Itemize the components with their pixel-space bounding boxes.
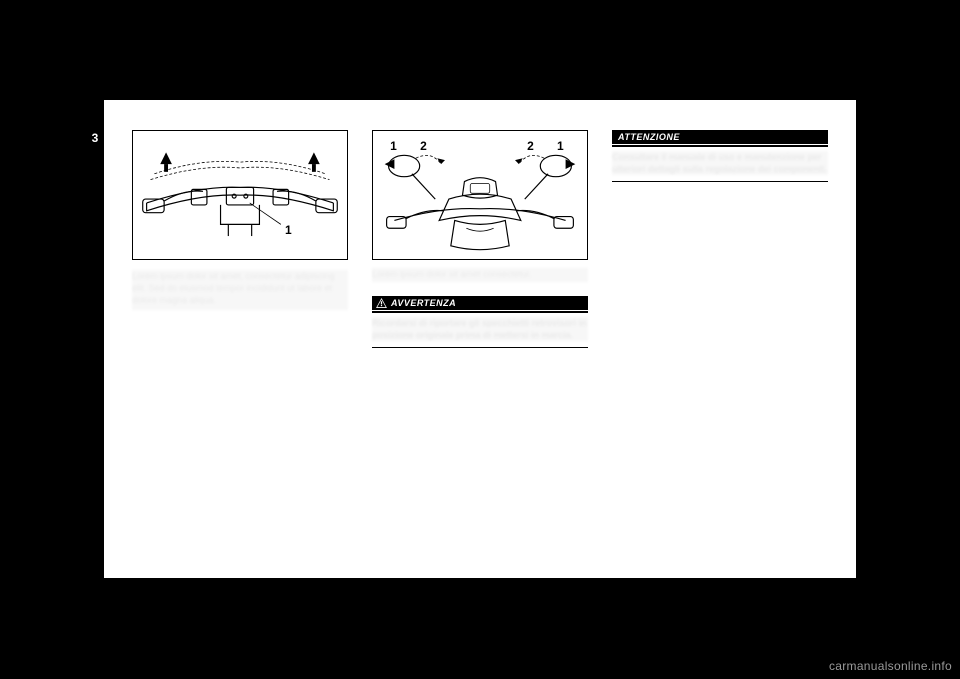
figure-handlebar-svg: [133, 131, 347, 257]
column-2: 1 2 2 1 Lorem ipsum dolor sit amet conse…: [372, 124, 588, 558]
mirror-stalk-right: [525, 174, 548, 199]
figure-b-label-2l: 2: [420, 139, 427, 153]
column-1: 1 Lorem ipsum dolor sit amet, consectetu…: [132, 124, 348, 558]
attention-box: ATTENZIONE: [612, 130, 828, 144]
arrow-out-left-icon: [385, 159, 395, 169]
instrument-screen: [470, 184, 489, 194]
arrow-out-right-icon: [566, 159, 576, 169]
column-layout: 1 Lorem ipsum dolor sit amet, consectetu…: [132, 124, 828, 558]
section-tab: 3: [86, 127, 104, 149]
lever-left-b: [406, 210, 443, 218]
attention-body: Consultare il manuale di uso e manutenzi…: [612, 151, 828, 175]
callout-leader-1: [250, 203, 281, 224]
attention-label: ATTENZIONE: [618, 132, 680, 142]
lever-right-b: [517, 210, 554, 218]
section-number: 3: [92, 131, 99, 145]
body-text-col1: Lorem ipsum dolor sit amet, consectetur …: [132, 270, 348, 310]
figure-mirrors-svg: [373, 131, 587, 257]
manual-page: 1 Lorem ipsum dolor sit amet, consectetu…: [104, 100, 856, 578]
handlebar-main-thick: [147, 195, 334, 211]
clamp-bolt-l: [232, 194, 236, 198]
warning-box: AVVERTENZA: [372, 296, 588, 310]
figure-b-label-1l: 1: [390, 139, 397, 153]
watermark-text: carmanualsonline.info: [829, 659, 952, 673]
warning-label: AVVERTENZA: [391, 298, 456, 308]
figure-b-label-2r: 2: [527, 139, 534, 153]
warning-body: Ricordarsi di riportare gli specchietti …: [372, 317, 588, 341]
figure-mirrors: 1 2 2 1: [372, 130, 588, 260]
tank: [451, 220, 509, 249]
attention-rule: [612, 145, 828, 147]
column-3: ATTENZIONE Consultare il manuale di uso …: [612, 124, 828, 558]
handlebar-clamp: [226, 187, 253, 205]
page-content: 1 Lorem ipsum dolor sit amet, consectetu…: [104, 100, 856, 578]
triple-tree: [221, 205, 260, 224]
watermark: carmanualsonline.info: [829, 659, 952, 673]
handlebar: [394, 209, 565, 221]
warning-rule: [372, 311, 588, 313]
figure-b-label-1r: 1: [557, 139, 564, 153]
mirror-stalk-left: [412, 174, 435, 199]
figure-a-callout-1: 1: [285, 223, 292, 237]
clamp-bolt-r: [244, 194, 248, 198]
figure-handlebar: 1: [132, 130, 348, 260]
tank-seam: [466, 228, 493, 231]
warning-end-rule: [372, 347, 588, 348]
handlebar-alt-dashed: [151, 167, 330, 179]
body-text-col2-a: Lorem ipsum dolor sit amet consectetur.: [372, 268, 588, 282]
attention-end-rule: [612, 181, 828, 182]
warning-triangle-icon: [376, 298, 387, 308]
